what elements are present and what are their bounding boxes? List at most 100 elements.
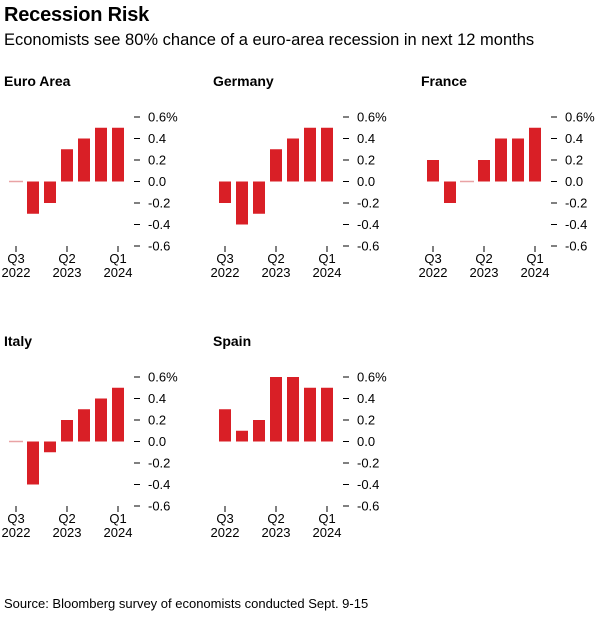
- germany-bar: [236, 181, 248, 225]
- france-ytick-label: 0.2: [565, 153, 583, 168]
- italy-ytick-label: 0.4: [148, 391, 166, 406]
- spain-bar: [236, 430, 248, 442]
- euro-area-xtick-quarter: Q2: [58, 251, 75, 266]
- germany-ytick-label: 0.0: [357, 174, 375, 189]
- panel-euro-area: Euro Area 0.6% 0.4 0.2 0.0 -0.2 -0.4 -0.6 Q32022…: [2, 73, 179, 280]
- france-bar: [478, 160, 490, 182]
- france-xtick-year: 2023: [470, 265, 499, 280]
- italy-ytick-label: -0.6: [148, 499, 170, 514]
- france-ytick-label: -0.4: [565, 217, 587, 232]
- france-xtick-quarter: Q2: [475, 251, 492, 266]
- euro-area-bar: [95, 127, 107, 182]
- euro-area-bar: [61, 149, 73, 182]
- euro-area-ytick-label: -0.6: [148, 239, 170, 254]
- germany-ytick-label: -0.6: [357, 239, 379, 254]
- spain-title: Spain: [213, 333, 251, 349]
- germany-bar: [270, 149, 282, 182]
- spain-xtick-quarter: Q1: [318, 511, 335, 526]
- france-bar: [512, 138, 524, 182]
- chart-title: Recession Risk: [4, 4, 150, 26]
- italy-xtick-year: 2024: [104, 525, 133, 540]
- italy-bar: [78, 409, 90, 442]
- italy-xtick-quarter: Q3: [7, 511, 24, 526]
- france-xtick-quarter: Q1: [526, 251, 543, 266]
- france-xtick-year: 2024: [521, 265, 550, 280]
- italy-xtick-quarter: Q2: [58, 511, 75, 526]
- spain-ytick-label: 0.4: [357, 391, 375, 406]
- france-ytick-label: -0.2: [565, 196, 587, 211]
- euro-area-ytick-label: 0.4: [148, 131, 166, 146]
- spain-ytick-label: -0.2: [357, 456, 379, 471]
- france-ytick-label: 0.4: [565, 131, 583, 146]
- germany-bar: [253, 181, 265, 214]
- germany-ytick-label: 0.6%: [357, 110, 387, 125]
- spain-xtick-year: 2024: [313, 525, 342, 540]
- spain-ytick-label: -0.4: [357, 477, 379, 492]
- euro-area-xtick-year: 2023: [53, 265, 82, 280]
- spain-bar: [321, 387, 333, 442]
- source-note: Source: Bloomberg survey of economists c…: [4, 596, 369, 611]
- germany-xtick-quarter: Q1: [318, 251, 335, 266]
- italy-xtick-year: 2022: [2, 525, 31, 540]
- euro-area-bar: [44, 181, 56, 203]
- germany-xtick-year: 2022: [211, 265, 240, 280]
- germany-bar: [287, 138, 299, 182]
- euro-area-xtick-quarter: Q1: [109, 251, 126, 266]
- euro-area-ytick-label: 0.0: [148, 174, 166, 189]
- germany-title: Germany: [213, 73, 274, 89]
- germany-bar: [219, 181, 231, 203]
- panel-france: France0.6%0.40.20.0-0.2-0.4-0.6Q32022Q22…: [419, 73, 596, 280]
- germany-ytick-label: 0.4: [357, 131, 375, 146]
- france-bar: [444, 181, 456, 203]
- germany-xtick-quarter: Q2: [267, 251, 284, 266]
- germany-bar: [321, 127, 333, 182]
- euro-area-ytick-label: -0.4: [148, 217, 170, 232]
- france-xtick-quarter: Q3: [424, 251, 441, 266]
- spain-xtick-quarter: Q2: [267, 511, 284, 526]
- spain-bar: [219, 409, 231, 442]
- euro-area-xtick-year: 2022: [2, 265, 31, 280]
- germany-ytick-label: -0.2: [357, 196, 379, 211]
- france-bar: [529, 127, 541, 182]
- france-title: France: [421, 73, 467, 89]
- germany-ytick-label: -0.4: [357, 217, 379, 232]
- spain-ytick-label: 0.2: [357, 413, 375, 428]
- france-ytick-label: 0.0: [565, 174, 583, 189]
- spain-xtick-year: 2023: [262, 525, 291, 540]
- italy-ytick-label: -0.2: [148, 456, 170, 471]
- france-bar: [427, 160, 439, 182]
- italy-ytick-label: 0.6%: [148, 370, 178, 385]
- euro-area-bar: [112, 127, 124, 182]
- spain-bar: [253, 420, 265, 442]
- spain-ytick-label: -0.6: [357, 499, 379, 514]
- euro-area-xtick-year: 2024: [104, 265, 133, 280]
- spain-bar: [304, 387, 316, 442]
- italy-xtick-year: 2023: [53, 525, 82, 540]
- france-bar: [495, 138, 507, 182]
- spain-bar: [270, 377, 282, 442]
- euro-area-ytick-label: 0.6%: [148, 110, 178, 125]
- euro-area-title: Euro Area: [4, 73, 71, 89]
- italy-bar: [61, 420, 73, 442]
- spain-bar: [287, 377, 299, 442]
- chart-subtitle: Economists see 80% chance of a euro-area…: [4, 31, 535, 49]
- italy-title: Italy: [4, 333, 32, 349]
- france-xtick-year: 2022: [419, 265, 448, 280]
- italy-bar: [44, 441, 56, 453]
- euro-area-ytick-label: 0.2: [148, 153, 166, 168]
- italy-bar: [27, 441, 39, 485]
- italy-bar: [112, 387, 124, 442]
- euro-area-bar: [78, 138, 90, 182]
- euro-area-xtick-quarter: Q3: [7, 251, 24, 266]
- germany-xtick-year: 2024: [313, 265, 342, 280]
- italy-ytick-label: -0.4: [148, 477, 170, 492]
- panel-spain: Spain0.6%0.40.20.0-0.2-0.4-0.6Q32022Q220…: [211, 333, 388, 540]
- italy-ytick-label: 0.2: [148, 413, 166, 428]
- panel-italy: Italy0.6%0.40.20.0-0.2-0.4-0.6Q32022Q220…: [2, 333, 179, 540]
- france-ytick-label: -0.6: [565, 239, 587, 254]
- euro-area-bar: [27, 181, 39, 214]
- germany-xtick-year: 2023: [262, 265, 291, 280]
- spain-xtick-year: 2022: [211, 525, 240, 540]
- spain-xtick-quarter: Q3: [216, 511, 233, 526]
